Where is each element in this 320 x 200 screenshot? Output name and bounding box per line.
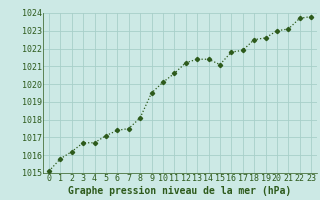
X-axis label: Graphe pression niveau de la mer (hPa): Graphe pression niveau de la mer (hPa): [68, 186, 292, 196]
